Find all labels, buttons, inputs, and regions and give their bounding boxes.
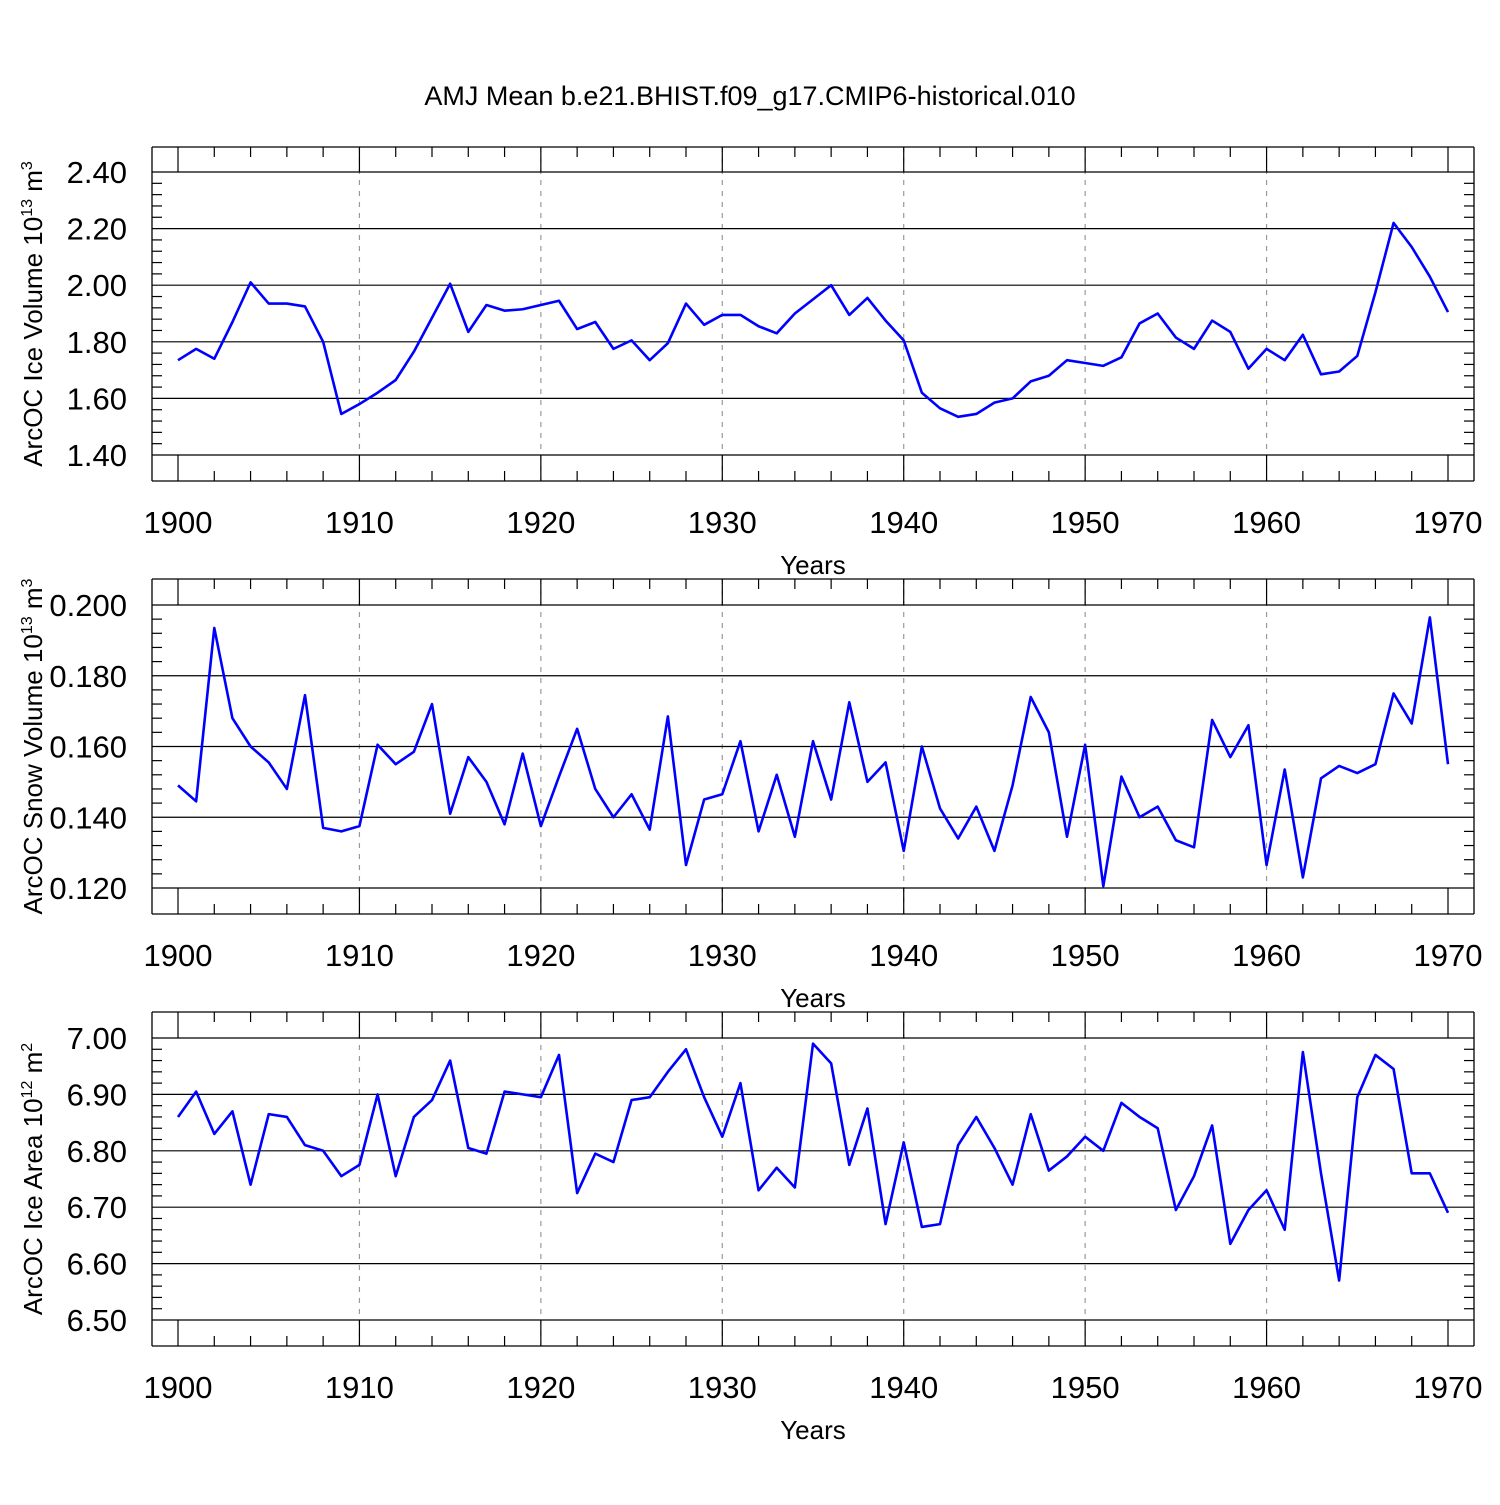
x-axis-title: Years bbox=[780, 1415, 846, 1445]
y-axis-title: ArcOC Ice Volume 1013 m3 bbox=[18, 161, 48, 467]
x-tick-label: 1900 bbox=[144, 938, 213, 973]
x-tick-label: 1900 bbox=[144, 505, 213, 540]
x-tick-label: 1960 bbox=[1232, 505, 1301, 540]
x-tick-label: 1970 bbox=[1414, 1370, 1483, 1405]
x-tick-label: 1910 bbox=[325, 938, 394, 973]
y-tick-label: 6.80 bbox=[67, 1134, 127, 1169]
x-tick-label: 1960 bbox=[1232, 938, 1301, 973]
y-tick-label: 6.50 bbox=[67, 1303, 127, 1338]
panel-3: 6.50 6.60 6.70 6.80 6.90 7.00 1900 1910 1920 1930… bbox=[18, 1011, 1483, 1445]
y-tick-label: 2.00 bbox=[67, 268, 127, 303]
y-tick-label: 0.160 bbox=[49, 730, 127, 765]
y-tick-label: 6.60 bbox=[67, 1247, 127, 1282]
x-tick-label: 1920 bbox=[506, 938, 575, 973]
chart-title: AMJ Mean b.e21.BHIST.f09_g17.CMIP6-histo… bbox=[424, 81, 1075, 111]
x-tick-label: 1920 bbox=[506, 505, 575, 540]
y-tick-label: 2.20 bbox=[67, 212, 127, 247]
y-tick-label: 0.120 bbox=[49, 871, 127, 906]
x-tick-label: 1930 bbox=[688, 938, 757, 973]
x-tick-label: 1910 bbox=[325, 505, 394, 540]
x-tick-label: 1930 bbox=[688, 505, 757, 540]
series-line bbox=[177, 221, 1450, 419]
x-tick-label: 1970 bbox=[1414, 938, 1483, 973]
y-tick-label: 7.00 bbox=[67, 1021, 127, 1056]
x-tick-label: 1930 bbox=[688, 1370, 757, 1405]
x-axis-title: Years bbox=[780, 983, 846, 1013]
y-tick-label: 0.140 bbox=[49, 800, 127, 835]
series-line bbox=[177, 616, 1450, 888]
x-tick-label: 1940 bbox=[869, 1370, 938, 1405]
x-tick-label: 1900 bbox=[144, 1370, 213, 1405]
x-tick-label: 1910 bbox=[325, 1370, 394, 1405]
y-tick-label: 0.200 bbox=[49, 588, 127, 623]
panel-1: 1.40 1.60 1.80 2.00 2.20 2.40 1900 1910 1920 1930… bbox=[18, 146, 1483, 580]
x-tick-label: 1970 bbox=[1414, 505, 1483, 540]
y-axis-title: ArcOC Snow Volume 1013 m3 bbox=[18, 578, 48, 914]
y-tick-label: 6.70 bbox=[67, 1190, 127, 1225]
x-tick-label: 1950 bbox=[1051, 505, 1120, 540]
series-line bbox=[176, 1042, 1450, 1282]
x-axis-title: Years bbox=[780, 550, 846, 580]
x-tick-label: 1950 bbox=[1051, 1370, 1120, 1405]
y-tick-label: 1.60 bbox=[67, 381, 127, 416]
x-tick-label: 1940 bbox=[869, 938, 938, 973]
x-tick-label: 1920 bbox=[506, 1370, 575, 1405]
y-tick-label: 6.90 bbox=[67, 1077, 127, 1112]
panel-2: 0.120 0.140 0.160 0.180 0.200 1900 1910 1920 193… bbox=[18, 578, 1482, 1013]
y-tick-label: 1.40 bbox=[67, 438, 127, 473]
y-axis-title: ArcOC Ice Area 1012 m2 bbox=[18, 1043, 48, 1315]
y-tick-label: 0.180 bbox=[49, 659, 127, 694]
y-tick-label: 2.40 bbox=[67, 155, 127, 190]
x-tick-label: 1950 bbox=[1051, 938, 1120, 973]
y-tick-label: 1.80 bbox=[67, 325, 127, 360]
x-tick-label: 1960 bbox=[1232, 1370, 1301, 1405]
x-tick-label: 1940 bbox=[869, 505, 938, 540]
